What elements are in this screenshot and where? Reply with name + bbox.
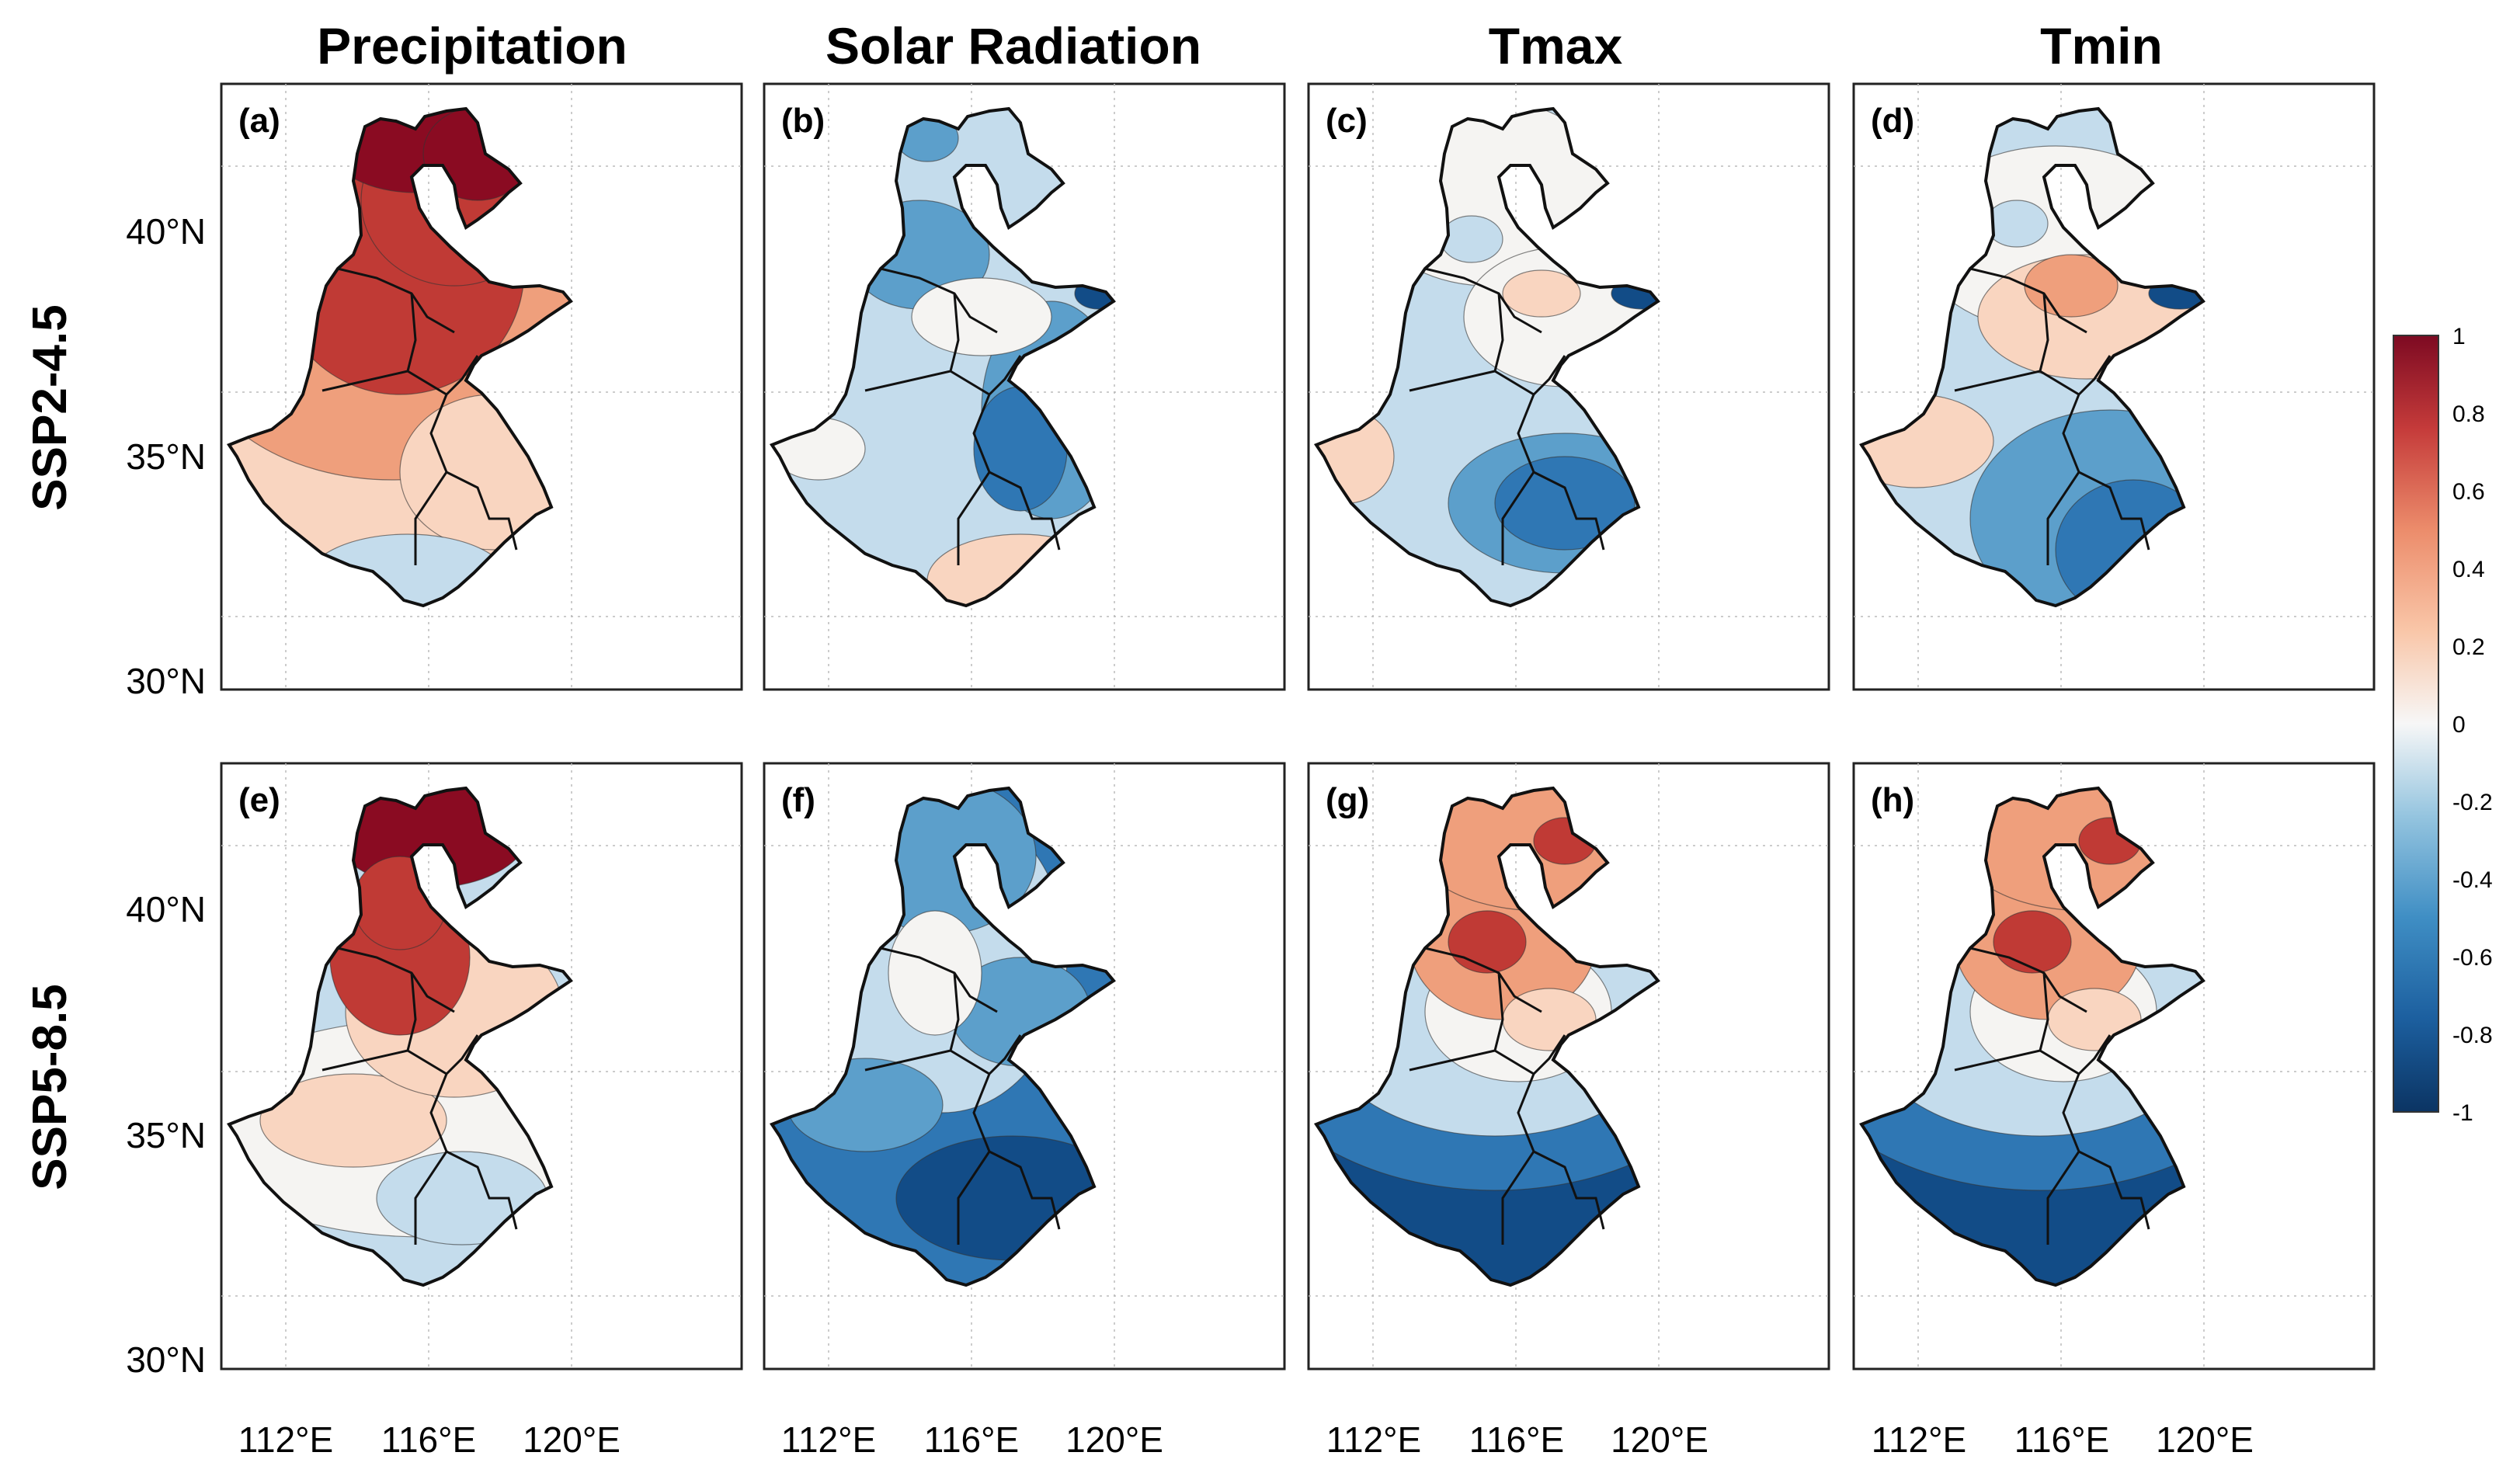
- map-panel-content: [763, 82, 1286, 691]
- anomaly-contour: [1985, 200, 2049, 248]
- lon-label-116e: 116°E: [381, 1419, 476, 1460]
- lon-label-120e: 120°E: [523, 1419, 620, 1460]
- lon-labels: 112°E 116°E 120°E 112°E 116°E 120°E 112°…: [238, 1419, 2254, 1460]
- lon-label-112e: 112°E: [238, 1419, 333, 1460]
- map-panel-b: (b): [763, 82, 1286, 691]
- map-panel-c: (c): [1307, 82, 1830, 691]
- province-boundaries: [322, 947, 518, 1245]
- colorbar-tick: -0.4: [2452, 867, 2493, 893]
- lon-label-112e: 112°E: [1872, 1419, 1966, 1460]
- column-title-tmin: Tmin: [2040, 17, 2163, 75]
- map-panel-content: [1307, 82, 1830, 691]
- colorbar-tick: 0.4: [2452, 557, 2485, 582]
- lon-label-112e: 112°E: [781, 1419, 876, 1460]
- colorbar-tick: -0.6: [2452, 945, 2493, 971]
- province-boundaries: [864, 947, 1061, 1245]
- panel-label: (a): [238, 102, 280, 140]
- map-panel-content: [220, 762, 743, 1371]
- lon-label-120e: 120°E: [1611, 1419, 1708, 1460]
- lat-label-30n: 30°N: [126, 661, 206, 701]
- lon-label-116e: 116°E: [924, 1419, 1019, 1460]
- colorbar-tick: 0.2: [2452, 634, 2485, 660]
- colorbar: 1 0.8 0.6 0.4 0.2 0 -0.2 -0.4 -0.6 -0.8 …: [2393, 324, 2493, 1126]
- map-panel-f: (f): [763, 762, 1286, 1371]
- panel-label: (g): [1326, 781, 1369, 819]
- lat-label-35n: 35°N: [126, 1115, 206, 1155]
- anomaly-contour: [1448, 910, 1527, 974]
- map-panel-a: (a): [220, 82, 743, 691]
- map-panel-content: [1852, 82, 2376, 691]
- colorbar-ticks: 1 0.8 0.6 0.4 0.2 0 -0.2 -0.4 -0.6 -0.8 …: [2452, 324, 2493, 1126]
- anomaly-contour: [1440, 215, 1503, 263]
- lon-label-116e: 116°E: [2014, 1419, 2109, 1460]
- colorbar-gradient: [2393, 335, 2439, 1113]
- lat-label-35n: 35°N: [126, 436, 206, 477]
- map-panel-content: [1852, 762, 2376, 1371]
- map-panel-content: [1307, 762, 1830, 1371]
- map-panel-h: (h): [1852, 762, 2376, 1371]
- colorbar-tick: 0.6: [2452, 479, 2485, 505]
- column-title-solar-radiation: Solar Radiation: [826, 17, 1201, 75]
- colorbar-tick: -1: [2452, 1100, 2473, 1126]
- colorbar-tick: -0.2: [2452, 790, 2493, 815]
- panel-label: (d): [1871, 102, 1914, 140]
- panel-label: (h): [1871, 781, 1914, 819]
- lon-label-112e: 112°E: [1326, 1419, 1421, 1460]
- map-panels: (a) (b) (c) (d) (e) (f) (g) (h): [220, 82, 2376, 1371]
- panel-label: (b): [781, 102, 825, 140]
- map-panel-content: [220, 82, 743, 691]
- column-title-tmax: Tmax: [1489, 17, 1623, 75]
- province-boundaries: [1954, 267, 2150, 565]
- anomaly-contour: [1502, 269, 1581, 318]
- column-title-precipitation: Precipitation: [317, 17, 627, 75]
- colorbar-tick: 1: [2452, 324, 2466, 349]
- anomaly-contour: [1993, 910, 2072, 974]
- province-boundaries: [864, 267, 1061, 565]
- province-boundaries: [322, 267, 518, 565]
- province-boundaries: [1409, 267, 1605, 565]
- lat-label-30n: 30°N: [126, 1339, 206, 1380]
- anomaly-contour: [888, 910, 982, 1036]
- province-boundaries: [1954, 947, 2150, 1245]
- map-panel-d: (d): [1852, 82, 2376, 691]
- lat-label-40n: 40°N: [126, 889, 206, 929]
- province-boundaries: [1409, 947, 1605, 1245]
- map-panel-e: (e): [220, 762, 743, 1371]
- lon-label-116e: 116°E: [1469, 1419, 1564, 1460]
- panel-label: (e): [238, 781, 280, 819]
- colorbar-tick: -0.8: [2452, 1023, 2493, 1048]
- row-title-ssp245: SSP2-4.5: [23, 304, 77, 510]
- lat-label-40n: 40°N: [126, 211, 206, 252]
- panel-label: (c): [1326, 102, 1368, 140]
- colorbar-tick: 0.8: [2452, 401, 2485, 427]
- anomaly-contour: [911, 277, 1052, 356]
- panel-label: (f): [781, 781, 815, 819]
- map-panel-content: [763, 762, 1286, 1371]
- map-panel-g: (g): [1307, 762, 1830, 1371]
- lon-label-120e: 120°E: [1065, 1419, 1163, 1460]
- anomaly-contour: [259, 1073, 447, 1168]
- colorbar-tick: 0: [2452, 712, 2466, 738]
- row-title-ssp585: SSP5-8.5: [23, 984, 77, 1190]
- lon-label-120e: 120°E: [2156, 1419, 2254, 1460]
